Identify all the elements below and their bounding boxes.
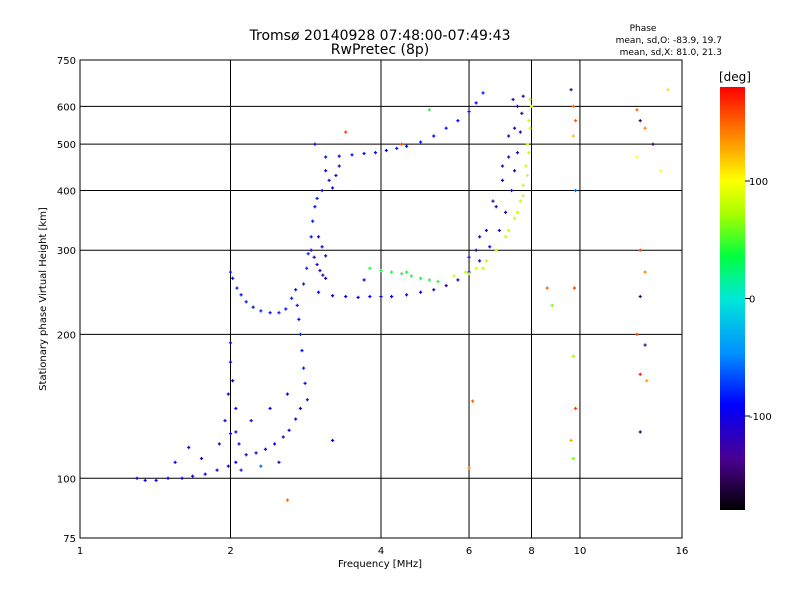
colorbar-ticks: 100 0 -100 — [745, 177, 772, 423]
y-tick-label: 400 — [57, 186, 76, 197]
colorbar-tick-label: -100 — [749, 412, 772, 423]
stats-heading: Phase — [630, 24, 657, 34]
x-tick-label: 10 — [574, 546, 587, 557]
y-tick-label: 200 — [57, 330, 76, 341]
stats-line-x: mean, sd,X: 81.0, 21.3 — [620, 48, 722, 58]
plot-area: 1 2 4 6 8 10 16 75 100 200 300 400 500 600 750 — [57, 56, 688, 557]
x-tick-label: 1 — [77, 546, 83, 557]
y-axis-label: Stationary phase Virtual Height [km] — [38, 207, 49, 391]
x-tick-label: 8 — [528, 546, 534, 557]
x-tick-label: 16 — [676, 546, 689, 557]
y-tick-label: 100 — [57, 474, 76, 485]
x-axis-label: Frequency [MHz] — [338, 559, 422, 570]
y-tick-labels: 75 100 200 300 400 500 600 750 — [57, 56, 76, 545]
y-tick-label: 75 — [63, 534, 76, 545]
colorbar-label: [deg] — [719, 70, 751, 84]
y-tick-label: 600 — [57, 102, 76, 113]
x-tick-label: 2 — [227, 546, 233, 557]
grid-lines — [80, 60, 682, 538]
colorbar-tick-label: 0 — [749, 295, 755, 306]
y-tick-label: 750 — [57, 56, 76, 67]
data-points — [135, 88, 670, 502]
x-tick-label: 4 — [378, 546, 384, 557]
x-tick-label: 6 — [466, 546, 472, 557]
x-tick-labels: 1 2 4 6 8 10 16 — [77, 546, 689, 557]
chart-title: Tromsø 20140928 07:48:00-07:49:43 — [249, 28, 511, 44]
colorbar-gradient — [720, 87, 745, 510]
colorbar: [deg] 100 0 -100 — [719, 70, 772, 510]
colorbar-tick-label: 100 — [749, 177, 768, 188]
y-tick-label: 500 — [57, 140, 76, 151]
y-tick-label: 300 — [57, 246, 76, 257]
chart-subtitle: RwPretec (8p) — [331, 42, 429, 58]
stats-line-o: mean, sd,O: -83.9, 19.7 — [616, 36, 722, 46]
